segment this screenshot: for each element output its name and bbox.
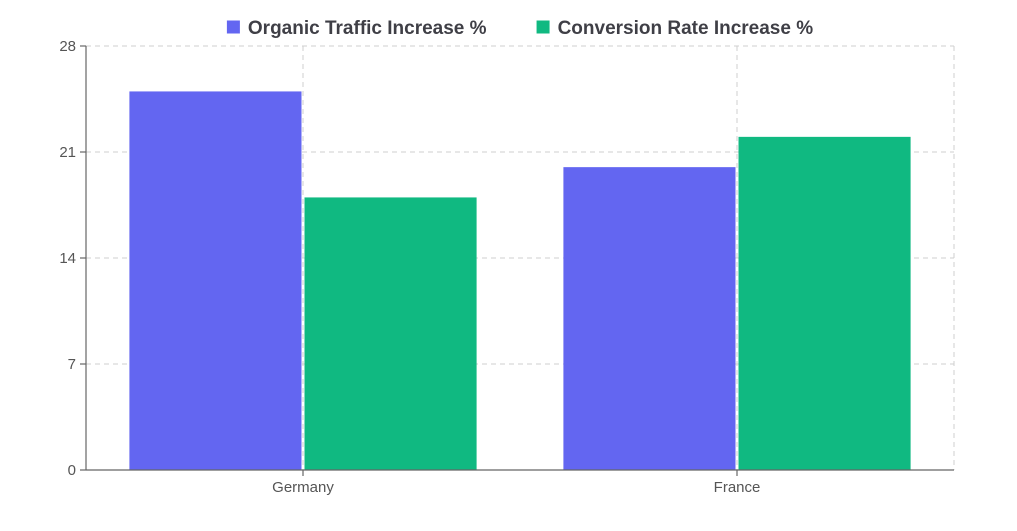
legend-swatch: [226, 20, 240, 34]
legend-label: Conversion Rate Increase %: [558, 18, 814, 39]
y-tick-label: 21: [59, 144, 76, 161]
x-tick-label: France: [714, 479, 761, 496]
bars: Organic Traffic Increase % — Germany: 25…: [129, 91, 911, 470]
tick-labels: 0 7 14 21 28 Germany France: [59, 38, 760, 496]
axes: [80, 45, 954, 476]
y-tick-label: 7: [68, 356, 76, 373]
y-tick-label: 14: [59, 250, 76, 267]
bar-france-series-2[interactable]: Conversion Rate Increase % — France: 22: [738, 136, 911, 470]
y-tick-label: 0: [68, 462, 76, 479]
bar-germany-series-1[interactable]: Organic Traffic Increase % — Germany: 25: [129, 91, 302, 470]
x-tick-label: Germany: [272, 479, 334, 496]
legend-label: Organic Traffic Increase %: [248, 18, 487, 39]
legend-item-2[interactable]: Conversion Rate Increase %: [536, 18, 814, 39]
legend[interactable]: Organic Traffic Increase % Conversion Rat…: [226, 18, 814, 39]
y-tick-label: 28: [59, 38, 76, 55]
legend-item-1[interactable]: Organic Traffic Increase %: [226, 18, 487, 39]
legend-swatch: [536, 20, 550, 34]
bar-germany-series-2[interactable]: Conversion Rate Increase % — Germany: 18: [304, 197, 477, 470]
bar-france-series-1[interactable]: Organic Traffic Increase % — France: 20: [563, 167, 736, 470]
